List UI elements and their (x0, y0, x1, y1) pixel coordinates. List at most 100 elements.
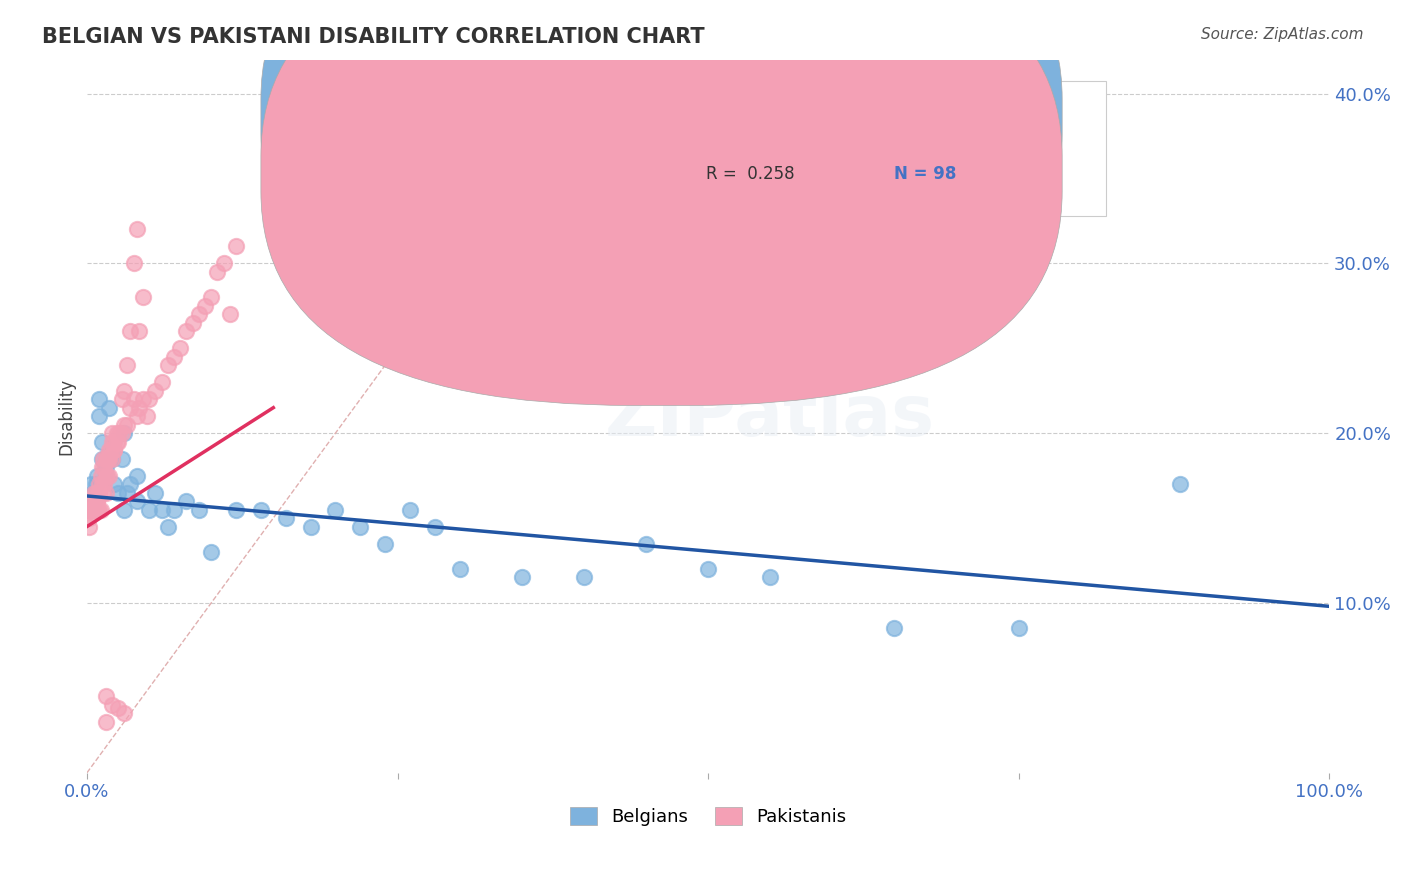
Point (103, 477, 125, 491)
Point (89, 392, 111, 407)
Point (107, 701, 129, 715)
Point (115, 485, 138, 500)
Point (212, 256, 235, 270)
Point (125, 409, 148, 424)
Point (200, 545, 222, 559)
Point (89, 485, 111, 500)
Point (143, 485, 166, 500)
Point (187, 502, 209, 516)
Point (103, 434, 125, 449)
Point (111, 451, 134, 466)
Point (115, 417, 138, 432)
Point (83, 502, 105, 516)
Point (181, 316, 204, 330)
Point (89, 477, 111, 491)
Point (84, 502, 107, 516)
Point (194, 299, 217, 313)
Point (107, 485, 129, 500)
Point (299, 519, 322, 533)
Point (883, 622, 905, 636)
Point (90, 502, 112, 516)
Point (94, 451, 117, 466)
Point (80, 494, 103, 508)
Point (94, 460, 117, 475)
Text: Source: ZipAtlas.com: Source: ZipAtlas.com (1201, 27, 1364, 42)
Point (111, 426, 134, 441)
Point (82, 494, 104, 508)
Point (143, 384, 166, 398)
Point (82, 502, 104, 516)
Point (83, 485, 105, 500)
Point (107, 434, 129, 449)
Point (150, 375, 173, 389)
Point (77, 502, 100, 516)
Point (87, 502, 110, 516)
FancyBboxPatch shape (262, 0, 1062, 349)
Point (89, 502, 111, 516)
Point (156, 358, 179, 372)
Point (1008, 622, 1031, 636)
Point (423, 519, 446, 533)
Point (449, 562, 471, 576)
Point (150, 502, 173, 516)
Point (138, 392, 160, 407)
Text: R = -0.219: R = -0.219 (706, 108, 794, 126)
Point (225, 239, 247, 253)
Point (87, 485, 110, 500)
Point (759, 570, 782, 584)
Text: BELGIAN VS PAKISTANI DISABILITY CORRELATION CHART: BELGIAN VS PAKISTANI DISABILITY CORRELAT… (42, 27, 704, 46)
Point (98, 468, 121, 483)
Point (103, 443, 125, 458)
Point (103, 443, 125, 458)
Point (94, 690, 117, 704)
Point (156, 519, 179, 533)
Point (80, 494, 103, 508)
Point (100, 443, 122, 458)
Point (86, 468, 108, 483)
Point (98, 451, 121, 466)
Point (115, 358, 138, 372)
Point (132, 290, 155, 304)
Point (80, 502, 103, 516)
Point (79, 502, 101, 516)
Point (98, 401, 121, 415)
Point (77, 502, 100, 516)
Point (101, 434, 124, 449)
Point (399, 502, 422, 516)
Text: N = 53: N = 53 (894, 108, 957, 126)
Point (80, 502, 103, 516)
Point (80, 502, 103, 516)
Point (128, 401, 150, 415)
Point (91, 485, 114, 500)
Point (80, 502, 103, 516)
Point (86, 494, 108, 508)
Point (225, 502, 247, 516)
Point (120, 401, 142, 415)
Point (112, 426, 135, 441)
Point (86, 502, 108, 516)
Point (176, 324, 198, 338)
Point (84, 485, 107, 500)
Point (120, 324, 142, 338)
FancyBboxPatch shape (609, 81, 1105, 217)
Point (93, 477, 115, 491)
Point (90, 477, 112, 491)
Point (94, 468, 117, 483)
Point (80, 477, 103, 491)
Point (169, 341, 191, 355)
Point (101, 426, 124, 441)
Point (112, 502, 135, 516)
Point (135, 409, 157, 424)
Point (101, 451, 124, 466)
Point (96, 451, 118, 466)
Text: ZIPatlas: ZIPatlas (605, 382, 935, 450)
Point (90, 434, 112, 449)
Point (80, 494, 103, 508)
Point (79, 502, 101, 516)
Point (1168, 477, 1191, 491)
Text: N = 98: N = 98 (894, 165, 957, 183)
Point (120, 477, 142, 491)
Point (122, 256, 145, 270)
Point (122, 392, 145, 407)
Point (77, 502, 100, 516)
